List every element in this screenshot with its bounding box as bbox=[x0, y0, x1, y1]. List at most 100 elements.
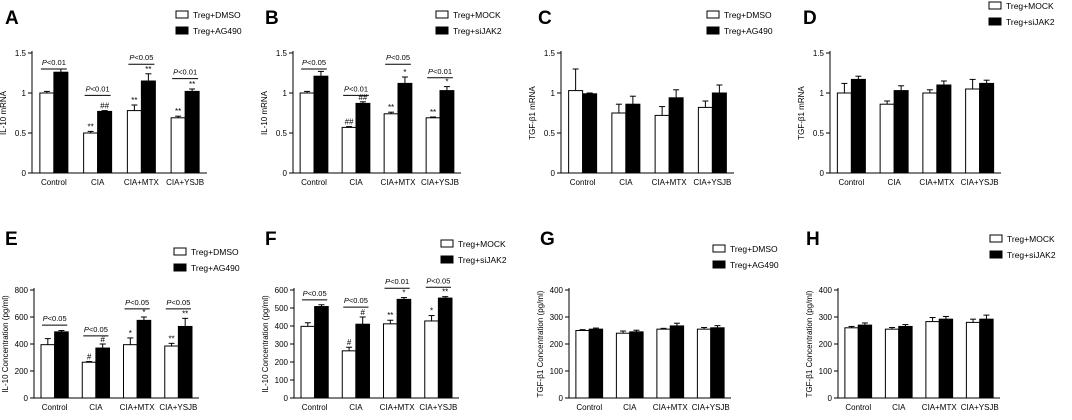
legend-label: Treg+DMSO bbox=[193, 10, 241, 20]
bar bbox=[656, 328, 671, 399]
bar bbox=[140, 80, 156, 174]
x-tick-label: CIA+YSJB bbox=[421, 178, 459, 187]
bar bbox=[938, 318, 954, 399]
legend-swatch bbox=[173, 263, 187, 272]
panel-b: B 0 0.5 1 1.5 IL-10 mRNA Control CIA CIA+MTX CIA+… bbox=[260, 8, 502, 187]
bar bbox=[629, 331, 644, 399]
y-tick-label: 400 bbox=[550, 286, 564, 295]
y-axis-label: IL-10 Concentration (pg/ml) bbox=[1, 295, 10, 393]
bar bbox=[81, 361, 97, 399]
y-tick-label: 0 bbox=[283, 169, 288, 178]
significance-mark: # bbox=[100, 335, 105, 344]
significance-mark: ## bbox=[100, 102, 109, 111]
bar bbox=[611, 112, 627, 174]
bar bbox=[83, 132, 99, 174]
y-tick-label: 300 bbox=[275, 340, 289, 349]
significance-mark: * bbox=[142, 308, 145, 317]
x-tick-label: CIA bbox=[619, 178, 633, 187]
legend-label: Treg+AG490 bbox=[191, 263, 240, 273]
y-tick-label: 600 bbox=[275, 286, 289, 295]
p-value-label: P<0.01 bbox=[428, 67, 452, 76]
significance-mark: # bbox=[360, 308, 365, 317]
p-value-label: P<0.05 bbox=[344, 296, 368, 305]
legend-label: Treg+MOCK bbox=[1007, 234, 1055, 244]
y-tick-label: 0 bbox=[22, 169, 27, 178]
bar bbox=[425, 117, 441, 174]
panel-letter: G bbox=[540, 229, 555, 250]
bar bbox=[126, 110, 142, 174]
legend-label: Treg+siJAK2 bbox=[1006, 17, 1055, 27]
bar bbox=[39, 92, 55, 174]
bar bbox=[170, 117, 186, 174]
significance-mark: # bbox=[347, 338, 352, 347]
bar bbox=[396, 298, 412, 399]
x-tick-label: CIA+YSJB bbox=[692, 403, 730, 412]
y-tick-label: 100 bbox=[275, 376, 289, 385]
p-value-label: P<0.05 bbox=[84, 325, 108, 334]
legend-label: Treg+AG490 bbox=[730, 260, 779, 270]
legend-swatch bbox=[173, 247, 187, 256]
significance-mark: ** bbox=[175, 107, 181, 116]
significance-mark: ** bbox=[442, 288, 448, 297]
y-axis-label: TGF-β1 Concentration (pg/ml) bbox=[536, 290, 545, 397]
y-tick-label: 0 bbox=[551, 169, 556, 178]
y-tick-label: 600 bbox=[15, 313, 29, 322]
x-tick-label: Control bbox=[570, 178, 596, 187]
bar bbox=[696, 328, 712, 399]
bar bbox=[625, 103, 641, 174]
bar bbox=[184, 90, 200, 174]
bar bbox=[95, 347, 110, 399]
bar bbox=[836, 92, 852, 174]
significance-mark: # bbox=[87, 353, 92, 362]
x-tick-label: CIA+MTX bbox=[124, 178, 160, 187]
bar bbox=[979, 82, 995, 174]
legend-label: Treg+siJAK2 bbox=[453, 26, 502, 36]
x-tick-label: Control bbox=[576, 403, 602, 412]
panel-letter: E bbox=[5, 229, 18, 250]
bar bbox=[299, 92, 315, 174]
y-tick-label: 100 bbox=[550, 367, 564, 376]
legend-label: Treg+AG490 bbox=[193, 26, 242, 36]
bar bbox=[979, 318, 994, 399]
significance-mark: ## bbox=[358, 93, 367, 102]
significance-mark: * bbox=[430, 307, 433, 316]
y-tick-label: 0 bbox=[828, 394, 833, 403]
y-axis-label: IL-10 mRNA bbox=[260, 90, 269, 135]
significance-mark: ## bbox=[345, 118, 354, 127]
legend-label: Treg+MOCK bbox=[1006, 1, 1054, 11]
legend-label: Treg+DMSO bbox=[724, 10, 772, 20]
significance-mark: ** bbox=[168, 334, 174, 343]
y-tick-label: 300 bbox=[819, 313, 833, 322]
panel-a: A 0 0.5 1 1.5 IL-10 mRNA Control CIA CIA+MTX CIA+… bbox=[0, 8, 242, 187]
bar bbox=[300, 325, 316, 399]
bar bbox=[844, 327, 859, 399]
significance-mark: ** bbox=[430, 108, 436, 117]
p-value-label: P<0.05 bbox=[166, 298, 190, 307]
bar bbox=[965, 321, 981, 399]
significance-mark: * bbox=[402, 289, 405, 298]
y-tick-label: 1.5 bbox=[276, 49, 288, 58]
x-tick-label: CIA bbox=[89, 403, 103, 412]
legend-label: Treg+siJAK2 bbox=[458, 255, 507, 265]
panel-e: E 0 200 400 600 800 IL-10 Concentration (pg/ml… bbox=[1, 229, 240, 412]
y-tick-label: 400 bbox=[819, 286, 833, 295]
bar bbox=[383, 323, 398, 399]
bar bbox=[711, 92, 727, 174]
x-tick-label: CIA+YSJB bbox=[961, 178, 999, 187]
bar bbox=[588, 328, 604, 399]
x-tick-label: CIA+YSJB bbox=[419, 403, 457, 412]
bar bbox=[615, 332, 631, 399]
panel-g: G 0 100 200 300 400 TGF-β1 Concentration (pg/m… bbox=[536, 229, 779, 412]
bar bbox=[437, 297, 453, 399]
legend-label: Treg+AG490 bbox=[724, 26, 773, 36]
panel-f: F 0 100 200 300 400 500 600 IL-10 Concentration … bbox=[261, 229, 507, 412]
x-tick-label: Control bbox=[838, 178, 864, 187]
bar bbox=[177, 325, 193, 399]
bar bbox=[936, 84, 952, 174]
bar bbox=[879, 103, 895, 174]
bar bbox=[697, 106, 713, 174]
bar bbox=[313, 75, 329, 174]
y-axis-label: IL-10 Concentration (pg/ml) bbox=[261, 295, 270, 393]
legend-swatch bbox=[440, 239, 454, 248]
